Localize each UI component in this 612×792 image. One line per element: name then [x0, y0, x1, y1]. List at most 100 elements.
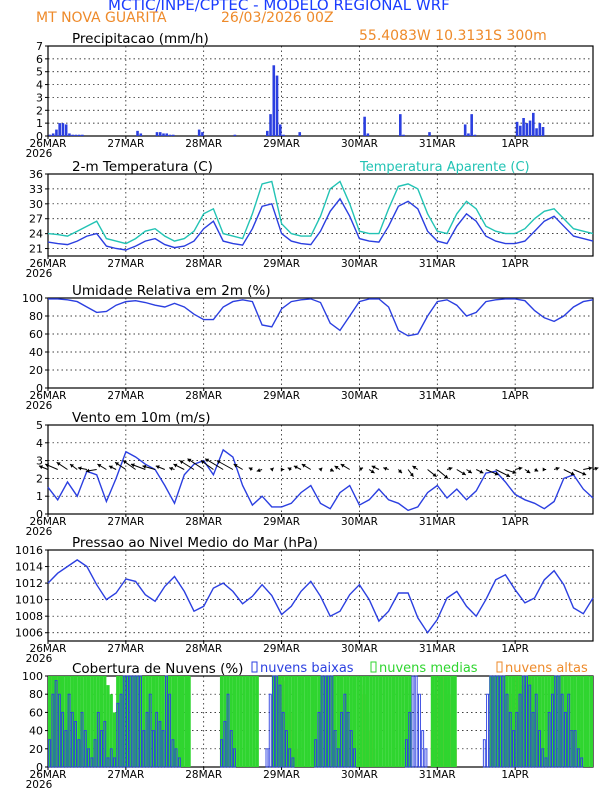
cloud-bar — [100, 730, 103, 768]
precip-bar — [528, 120, 532, 136]
cloud-bar — [430, 676, 435, 767]
legend-swatch — [251, 661, 258, 673]
cloud-bar — [353, 748, 356, 768]
cloud-bar — [333, 676, 337, 767]
cloud-bar — [155, 676, 159, 767]
wind-arrow-head — [97, 464, 102, 468]
x-tick-label: 29MAR — [263, 643, 300, 655]
wind-arrow-head — [45, 463, 50, 468]
y-tick-label: 100 — [22, 292, 43, 305]
cloud-bar — [122, 676, 126, 767]
panel-title: Vento em 10m (m/s) — [72, 410, 211, 426]
cloud-bar — [537, 676, 542, 767]
y-tick-label: 3 — [36, 455, 43, 468]
cloud-bar — [541, 676, 545, 767]
precip-bar — [233, 134, 237, 136]
cloud-bar — [557, 675, 561, 768]
cloud-bar — [93, 739, 97, 768]
cloud-bar — [508, 676, 512, 767]
precip-bar — [71, 134, 74, 136]
cloud-bar — [236, 676, 240, 767]
y-tick-label: 4 — [36, 437, 43, 450]
wind-arrow-head — [467, 469, 472, 474]
cloud-bar — [151, 676, 156, 767]
y-tick-label: 2 — [36, 104, 43, 117]
cloud-bar — [171, 676, 175, 767]
panel-rh: 0 20 40 60 80 100 26MAR 27MAR 28MAR 29MAR 30MAR 31M… — [22, 283, 594, 412]
cloud-bar — [492, 676, 496, 767]
x-tick-label: 31MAR — [419, 516, 456, 528]
wind-arrow-head — [494, 471, 499, 476]
y-tick-label: 2 — [36, 472, 43, 485]
wind-arrow-head — [383, 466, 388, 471]
cloud-bar — [330, 676, 334, 767]
cloud-bar — [547, 676, 551, 767]
cloud-bar — [482, 739, 486, 768]
cloud-bar — [528, 676, 532, 767]
cloud-bar — [531, 711, 535, 768]
cloud-bar — [550, 676, 555, 767]
cloud-bar — [220, 739, 223, 768]
precip-bar — [399, 114, 402, 136]
cloud-bar — [181, 676, 185, 767]
cloud-bar — [77, 676, 81, 767]
cloud-bar — [158, 721, 162, 768]
wind-arrow-head — [179, 460, 184, 465]
cloud-bar — [87, 748, 90, 768]
y-tick-label: 100 — [22, 670, 43, 683]
cloud-bar — [320, 676, 324, 767]
cloud-bar — [148, 676, 152, 767]
y-tick-label: 0 — [36, 508, 43, 521]
panel-temp: 21 24 27 30 33 36 26MAR 27MAR 28MAR 29MAR 30MAR 31M… — [26, 159, 594, 280]
cloud-bar — [385, 676, 389, 767]
panel-title: Pressao ao Nivel Medio do Mar (hPa) — [72, 535, 318, 551]
wind-arrow-head — [398, 469, 402, 474]
cloud-bar — [265, 748, 269, 768]
legend-label: nuvens baixas — [260, 661, 354, 676]
precip-bar — [467, 133, 470, 136]
cloud-bar — [113, 757, 116, 768]
cloud-bar — [278, 684, 282, 768]
cloud-bar — [395, 676, 399, 767]
cloud-bar — [369, 676, 373, 767]
cloud-bar — [245, 676, 250, 767]
wind-arrow-head — [518, 466, 523, 471]
plot-frame — [47, 45, 594, 137]
precip-bar — [139, 133, 143, 136]
wind-arrow-head — [444, 474, 449, 479]
y-tick-label: 1010 — [15, 594, 43, 607]
cloud-bar — [524, 676, 529, 767]
cloud-bar — [327, 675, 331, 768]
cloud-bar — [61, 711, 65, 768]
precip-bar — [463, 124, 467, 136]
series-line — [48, 298, 594, 337]
cloud-bar — [164, 676, 169, 767]
cloud-bar — [301, 676, 305, 767]
wind-arrow-head — [293, 465, 298, 470]
cloud-bar — [544, 757, 548, 768]
precip-bar — [77, 134, 81, 136]
panel-title: Precipitacao (mm/h) — [72, 31, 209, 47]
cloud-bar — [339, 676, 344, 767]
cloud-bar — [60, 676, 65, 767]
cloud-bar — [580, 676, 584, 767]
cloud-bar — [551, 693, 554, 768]
cloud-bar — [570, 676, 574, 767]
x-tick-label: 31MAR — [419, 390, 456, 402]
cloud-bar — [304, 676, 308, 767]
cloud-bar — [99, 676, 104, 767]
wind-arrow-head — [371, 465, 376, 470]
wind-arrow-head — [205, 458, 210, 463]
wind-arrow-head — [409, 472, 414, 477]
cloud-bar — [365, 676, 370, 767]
precip-bar — [272, 65, 276, 136]
cloud-bar — [64, 676, 68, 767]
cloud-bar — [80, 676, 84, 767]
y-tick-label: 6 — [36, 53, 43, 66]
precip-bar — [197, 129, 201, 136]
cloud-bar — [129, 676, 133, 767]
cloud-bar — [382, 676, 386, 767]
x-tick-label: 28MAR — [185, 769, 222, 781]
cloud-bar — [567, 693, 571, 768]
x-tick-label: 30MAR — [341, 769, 378, 781]
